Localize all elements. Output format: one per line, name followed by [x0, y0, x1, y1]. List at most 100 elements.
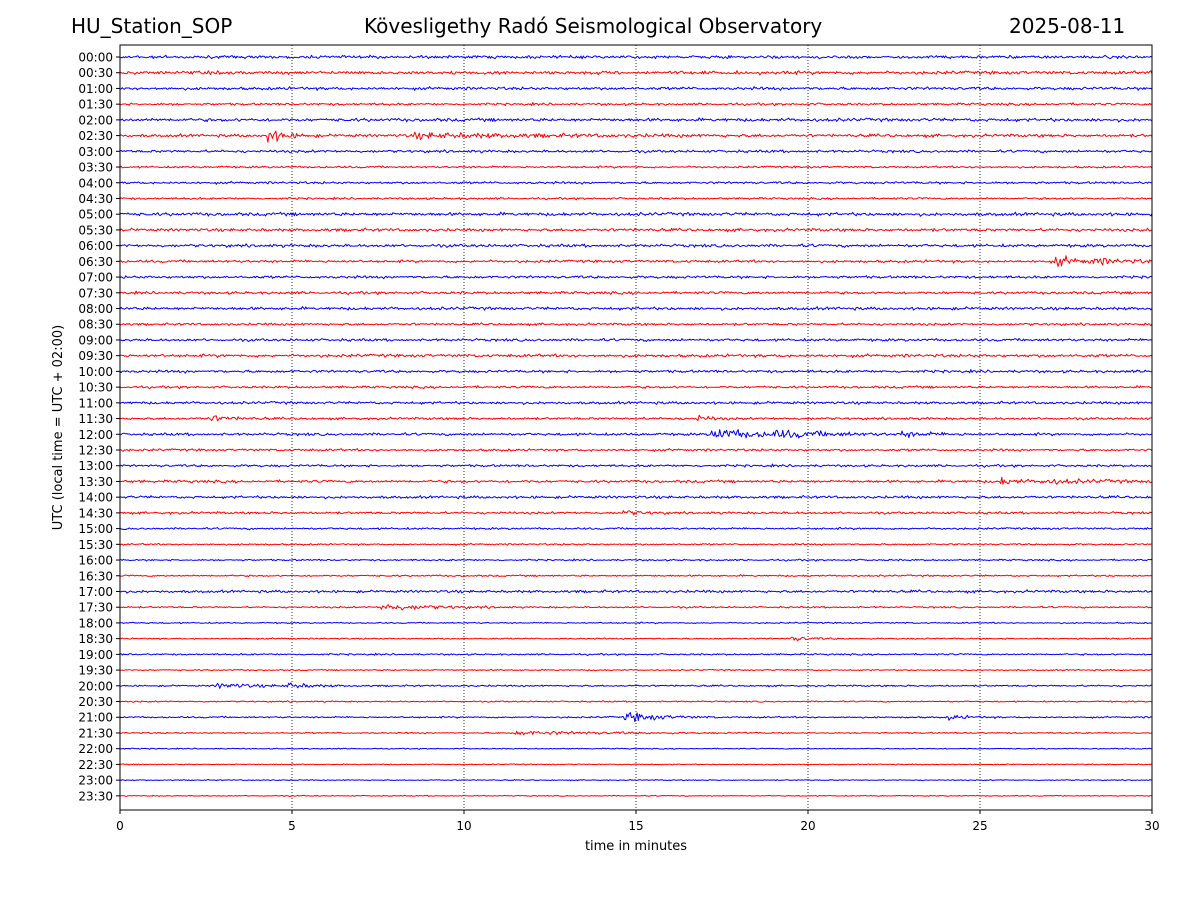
trace-0430: [119, 196, 1153, 201]
y-tick-label: 17:00: [78, 585, 113, 599]
x-tick-label: 5: [288, 819, 296, 833]
trace-1430: [119, 510, 1153, 516]
y-tick-label: 20:30: [78, 695, 113, 709]
y-tick-label: 21:00: [78, 711, 113, 725]
trace-0300: [119, 149, 1153, 154]
trace-0100: [119, 86, 1153, 91]
y-tick-label: 17:30: [78, 601, 113, 615]
y-tick-label: 15:00: [78, 522, 113, 536]
y-tick-label: 08:00: [78, 302, 113, 316]
y-tick-label: 23:00: [78, 774, 113, 788]
trace-0230: [119, 130, 1153, 143]
trace-1900: [119, 652, 1153, 656]
trace-0130: [119, 102, 1153, 107]
date-label: 2025-08-11: [1009, 14, 1126, 38]
y-tick-label: 05:30: [78, 223, 113, 237]
trace-0000: [119, 54, 1153, 60]
trace-0330: [119, 165, 1153, 169]
y-tick-label: 04:30: [78, 192, 113, 206]
y-tick-label: 13:00: [78, 459, 113, 473]
trace-0730: [119, 290, 1153, 296]
y-tick-label: 02:00: [78, 113, 113, 127]
trace-1730: [119, 604, 1153, 611]
trace-1130: [119, 414, 1152, 422]
trace-1500: [119, 526, 1152, 531]
observatory-title: Köveslig­ethy Radó Seismological Observa…: [364, 14, 823, 38]
trace-0200: [119, 117, 1153, 123]
y-tick-label: 00:30: [78, 66, 113, 80]
trace-0500: [119, 211, 1153, 217]
y-tick-label: 03:30: [78, 161, 113, 175]
x-tick-label: 20: [800, 819, 815, 833]
trace-0030: [119, 70, 1153, 76]
trace-1330: [119, 476, 1153, 485]
trace-2030: [119, 700, 1153, 703]
trace-2000: [119, 682, 1153, 689]
y-tick-label: 19:30: [78, 664, 113, 678]
y-tick-label: 08:30: [78, 318, 113, 332]
x-ticks: 0 5 10 15 20 25 30: [116, 810, 1160, 833]
trace-2130: [119, 730, 1153, 736]
trace-0630: [119, 255, 1153, 267]
y-tick-label: 10:00: [78, 365, 113, 379]
y-tick-label: 16:30: [78, 569, 113, 583]
y-tick-label: 21:30: [78, 726, 113, 740]
x-axis-label: time in minutes: [585, 839, 687, 854]
y-tick-label: 15:30: [78, 538, 113, 552]
trace-0930: [119, 353, 1153, 359]
y-tick-label: 19:00: [78, 648, 113, 662]
trace-1030: [119, 385, 1153, 390]
trace-1000: [119, 369, 1153, 374]
trace-1200: [119, 429, 1153, 439]
y-tick-label: 18:30: [78, 632, 113, 646]
trace-1800: [120, 621, 1153, 625]
trace-0400: [120, 180, 1153, 185]
trace-2230: [119, 763, 1153, 766]
trace-0530: [119, 227, 1153, 233]
trace-1100: [119, 400, 1153, 405]
y-tick-label: 14:30: [78, 506, 113, 520]
y-tick-label: 03:00: [78, 145, 113, 159]
trace-0600: [119, 243, 1153, 248]
y-axis-label: UTC (local time = UTC + 02:00): [51, 325, 66, 530]
y-tick-label: 11:00: [78, 396, 113, 410]
trace-0800: [119, 306, 1153, 311]
y-tick-label: 06:00: [78, 239, 113, 253]
trace-1400: [119, 495, 1153, 500]
y-tick-label: 02:30: [78, 129, 113, 143]
x-tick-label: 25: [972, 819, 987, 833]
y-tick-label: 11:30: [78, 412, 113, 426]
trace-2100: [119, 712, 1153, 723]
trace-2330: [119, 794, 1152, 797]
y-tick-label: 07:00: [78, 271, 113, 285]
y-tick-label: 04:00: [78, 176, 113, 190]
y-tick-label: 18:00: [78, 616, 113, 630]
y-tick-label: 01:30: [78, 98, 113, 112]
y-tick-label: 22:30: [78, 758, 113, 772]
y-tick-label: 12:30: [78, 444, 113, 458]
trace-0830: [119, 322, 1153, 327]
x-tick-label: 10: [456, 819, 471, 833]
trace-1230: [119, 448, 1153, 452]
y-tick-label: 09:30: [78, 349, 113, 363]
y-tick-label: 20:00: [78, 679, 113, 693]
y-tick-label: 05:00: [78, 208, 113, 222]
trace-0900: [119, 337, 1153, 343]
trace-2200: [119, 747, 1153, 750]
trace-1930: [119, 668, 1153, 672]
grid-lines: [291, 45, 981, 810]
y-tick-label: 23:30: [78, 789, 113, 803]
x-tick-label: 30: [1144, 819, 1159, 833]
y-tick-label: 22:00: [78, 742, 113, 756]
station-label: HU_Station_SOP: [71, 14, 233, 38]
trace-1530: [119, 542, 1153, 546]
trace-1600: [119, 558, 1153, 562]
x-tick-label: 0: [116, 819, 124, 833]
trace-0700: [119, 275, 1153, 280]
y-tick-label: 01:00: [78, 82, 113, 96]
y-tick-label: 13:30: [78, 475, 113, 489]
y-tick-label: 14:00: [78, 491, 113, 505]
y-tick-label: 10:30: [78, 381, 113, 395]
